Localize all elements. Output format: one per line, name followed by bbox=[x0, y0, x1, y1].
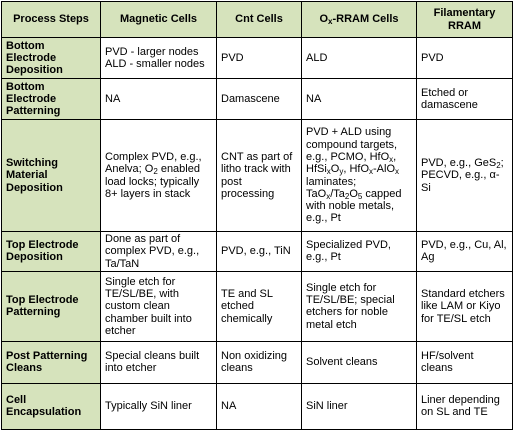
header-row: Process Steps Magnetic Cells Cnt Cells Ox-R… bbox=[1, 1, 513, 38]
text-run: O bbox=[319, 13, 329, 26]
subscript: y bbox=[339, 167, 344, 177]
row-header: Cell Encapsulation bbox=[1, 382, 101, 430]
table-cell: PVD, e.g., Cu, Al, Ag bbox=[416, 231, 513, 272]
row-header: Bottom Electrode Deposition bbox=[1, 37, 101, 79]
subscript: x bbox=[395, 167, 400, 177]
text-run: ; PECVD, e.g., α-Si bbox=[421, 157, 504, 194]
column-header: Cnt Cells bbox=[216, 1, 302, 38]
table-cell: Typically SiN liner bbox=[100, 382, 217, 430]
text-run: /Ta bbox=[330, 187, 345, 200]
row-header: Post Patterning Cleans bbox=[1, 340, 101, 384]
subscript: x bbox=[326, 191, 331, 201]
table-cell: PVD bbox=[416, 37, 513, 79]
table-cell: PVD + ALD using compound targets, e.g., … bbox=[301, 119, 417, 232]
table-row: Switching Material Deposition Complex PVD… bbox=[1, 119, 513, 232]
text-run: Complex PVD, e.g., Anelva; O bbox=[105, 150, 202, 176]
table-cell: Standard etchers like LAM or Kiyo for TE… bbox=[416, 270, 513, 342]
subscript: 2 bbox=[153, 167, 158, 177]
text-run: enabled load locks; typically 8+ layers … bbox=[105, 163, 200, 200]
subscript: x bbox=[369, 167, 374, 177]
text-run: , HfO bbox=[343, 163, 370, 176]
table-cell: HF/solvent cleans bbox=[416, 340, 513, 384]
subscript: 2 bbox=[496, 161, 501, 171]
text-run: -AlO bbox=[373, 163, 396, 176]
table-cell: SiN liner bbox=[301, 382, 417, 430]
table-cell: PVD - larger nodes ALD - smaller nodes bbox=[100, 37, 217, 79]
text-run: PVD, e.g., GeS bbox=[421, 157, 497, 170]
table-cell: ALD bbox=[301, 37, 417, 79]
text-run: capped with noble metals, e.g., Pt bbox=[306, 187, 402, 225]
table-cell: Etched or damascene bbox=[416, 78, 513, 120]
column-header: Ox-RRAM Cells bbox=[301, 1, 417, 38]
table-row: Bottom Electrode Patterning NA Damascene NA… bbox=[1, 78, 513, 120]
column-header: Magnetic Cells bbox=[100, 1, 217, 38]
table-cell: NA bbox=[216, 382, 302, 430]
table-cell: Single etch for TE/SL/BE; special etcher… bbox=[301, 270, 417, 342]
text-run: , HfSi bbox=[306, 150, 397, 176]
table-cell: Liner depending on SL and TE bbox=[416, 382, 513, 430]
table-row: Top Electrode Patterning Single etch for … bbox=[1, 270, 513, 342]
row-header: Top Electrode Patterning bbox=[1, 270, 101, 342]
table-cell: Special cleans built into etcher bbox=[100, 340, 217, 384]
column-header: Process Steps bbox=[1, 1, 101, 38]
row-header: Top Electrode Deposition bbox=[1, 231, 101, 272]
table-cell: TE and SL etched chemically bbox=[216, 270, 302, 342]
table-cell: Solvent cleans bbox=[301, 340, 417, 384]
row-header: Switching Material Deposition bbox=[1, 119, 101, 232]
row-header: Bottom Electrode Patterning bbox=[1, 78, 101, 120]
subscript: 2 bbox=[344, 191, 350, 201]
table-row: Top Electrode Deposition Done as part of … bbox=[1, 231, 513, 272]
text-run: -RRAM Cells bbox=[332, 13, 399, 26]
text-run: O bbox=[349, 187, 358, 200]
table-cell: PVD bbox=[216, 37, 302, 79]
table-cell: PVD, e.g., TiN bbox=[216, 231, 302, 272]
table-row: Cell Encapsulation Typically SiN liner NA S… bbox=[1, 382, 513, 430]
table-cell: Done as part of complex PVD, e.g., Ta/Ta… bbox=[100, 231, 217, 272]
table-cell: Complex PVD, e.g., Anelva; O2 enabled lo… bbox=[100, 119, 217, 232]
table-cell: NA bbox=[100, 78, 217, 120]
table-cell: NA bbox=[301, 78, 417, 120]
table-cell: CNT as part of litho track with post pro… bbox=[216, 119, 302, 232]
text-run: PVD + ALD using compound targets, e.g., … bbox=[306, 126, 398, 163]
subscript: x bbox=[326, 167, 331, 177]
subscript: 5 bbox=[357, 191, 363, 201]
table-cell: Non oxidizing cleans bbox=[216, 340, 302, 384]
table-cell: Single etch for TE/SL/BE, with custom cl… bbox=[100, 270, 217, 342]
text-run: laminates; TaO bbox=[306, 175, 357, 200]
table-cell: Specialized PVD, e.g., Pt bbox=[301, 231, 417, 272]
table-cell: Damascene bbox=[216, 78, 302, 120]
subscript: x bbox=[328, 17, 333, 27]
column-header: Filamentary RRAM bbox=[416, 1, 513, 38]
table-row: Post Patterning Cleans Special cleans bui… bbox=[1, 340, 513, 384]
table-cell: PVD, e.g., GeS2; PECVD, e.g., α-Si bbox=[416, 119, 513, 232]
table-row: Bottom Electrode Deposition PVD - larger … bbox=[1, 37, 513, 79]
text-run: O bbox=[330, 163, 340, 176]
subscript: x bbox=[389, 154, 394, 164]
